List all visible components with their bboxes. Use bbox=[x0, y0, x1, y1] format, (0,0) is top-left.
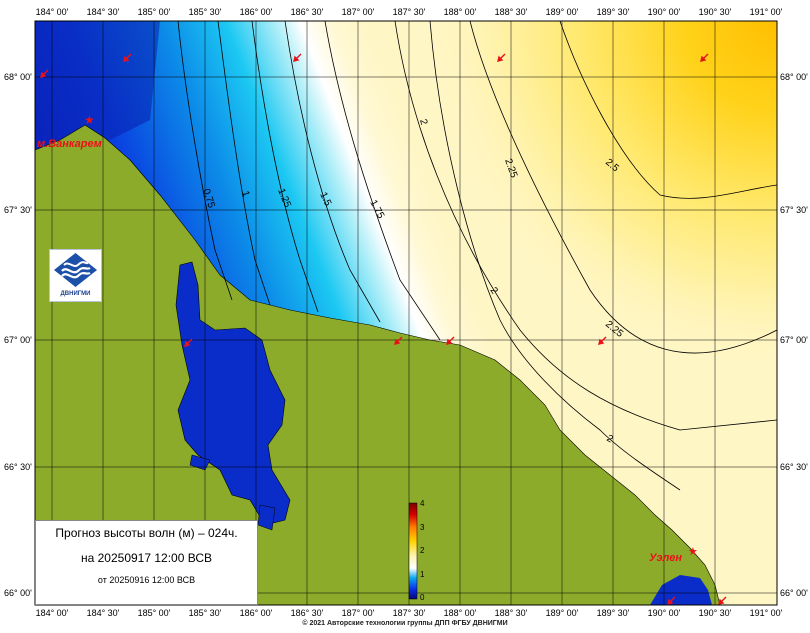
place-vankarem: ★ м.Ванкарем bbox=[37, 113, 102, 150]
svg-text:186° 30': 186° 30' bbox=[291, 7, 324, 17]
place-label: Уэлен bbox=[649, 552, 682, 564]
arrow-icon bbox=[446, 336, 455, 345]
svg-text:190° 30': 190° 30' bbox=[699, 608, 732, 618]
wave-emblem-icon bbox=[51, 251, 100, 289]
place-uelen: ★ Уэлен bbox=[649, 546, 698, 564]
lon-labels-bottom: 184° 00' 184° 30' 185° 00' 185° 30' 186°… bbox=[36, 608, 783, 618]
color-scale-label: 4 bbox=[420, 499, 425, 508]
svg-text:185° 30': 185° 30' bbox=[189, 608, 222, 618]
arrow-icon bbox=[184, 338, 193, 347]
color-scale-label: 3 bbox=[420, 523, 425, 532]
copyright-footer: © 2021 Авторские технологии группы ДПП Ф… bbox=[302, 620, 508, 627]
svg-text:66° 00': 66° 00' bbox=[4, 588, 32, 598]
small-lake bbox=[257, 504, 276, 531]
arrow-icon bbox=[700, 53, 709, 62]
svg-text:185° 00': 185° 00' bbox=[138, 608, 171, 618]
color-scale-label: 2 bbox=[420, 546, 425, 555]
forecast-title: Прогноз высоты волн (м) – 024ч. bbox=[55, 526, 238, 540]
svg-text:189° 00': 189° 00' bbox=[546, 7, 579, 17]
svg-text:66° 00': 66° 00' bbox=[780, 588, 808, 598]
color-scale-label: 1 bbox=[420, 570, 425, 579]
svg-text:187° 30': 187° 30' bbox=[393, 7, 426, 17]
place-label: м.Ванкарем bbox=[37, 138, 102, 150]
svg-text:190° 00': 190° 00' bbox=[648, 7, 681, 17]
land-area bbox=[35, 124, 721, 605]
svg-text:68° 00': 68° 00' bbox=[4, 72, 32, 82]
svg-text:189° 30': 189° 30' bbox=[597, 608, 630, 618]
svg-text:184° 30': 184° 30' bbox=[87, 7, 120, 17]
isoline-label: 1.5 bbox=[317, 191, 333, 209]
svg-text:189° 00': 189° 00' bbox=[546, 608, 579, 618]
forecast-legend-box: Прогноз высоты волн (м) – 024ч. на 20250… bbox=[35, 520, 258, 605]
svg-text:185° 30': 185° 30' bbox=[189, 7, 222, 17]
isoline-label: 2 bbox=[417, 118, 429, 127]
svg-text:188° 30': 188° 30' bbox=[495, 608, 528, 618]
arrow-icon bbox=[598, 336, 607, 345]
arrow-icon bbox=[293, 53, 302, 62]
svg-text:187° 00': 187° 00' bbox=[342, 608, 375, 618]
valid-time: на 20250917 12:00 ВСВ bbox=[81, 551, 212, 565]
arrow-icon bbox=[497, 53, 506, 62]
svg-text:66° 30': 66° 30' bbox=[4, 462, 32, 472]
svg-text:185° 00': 185° 00' bbox=[138, 7, 171, 17]
lon-labels-top: 184° 00' 184° 30' 185° 00' 185° 30' 186°… bbox=[36, 7, 783, 17]
lat-labels-right: 68° 00' 67° 30' 67° 00' 66° 30' 66° 00' bbox=[780, 72, 808, 598]
svg-text:190° 00': 190° 00' bbox=[648, 608, 681, 618]
svg-text:67° 00': 67° 00' bbox=[4, 335, 32, 345]
lat-labels-left: 68° 00' 67° 30' 67° 00' 66° 30' 66° 00' bbox=[4, 72, 32, 598]
isoline-label: 2 bbox=[488, 285, 500, 296]
svg-text:188° 00': 188° 00' bbox=[444, 7, 477, 17]
svg-text:187° 30': 187° 30' bbox=[393, 608, 426, 618]
svg-text:189° 30': 189° 30' bbox=[597, 7, 630, 17]
arrow-icon bbox=[40, 69, 49, 78]
svg-text:186° 00': 186° 00' bbox=[240, 608, 273, 618]
svg-text:184° 30': 184° 30' bbox=[87, 608, 120, 618]
svg-text:187° 00': 187° 00' bbox=[342, 7, 375, 17]
svg-text:184° 00': 184° 00' bbox=[36, 608, 69, 618]
svg-text:188° 30': 188° 30' bbox=[495, 7, 528, 17]
svg-text:67° 30': 67° 30' bbox=[780, 205, 808, 215]
svg-text:68° 00': 68° 00' bbox=[780, 72, 808, 82]
svg-text:186° 00': 186° 00' bbox=[240, 7, 273, 17]
issued-time: от 20250916 12:00 ВСВ bbox=[97, 575, 196, 585]
logo-text: ДВНИГМИ bbox=[60, 291, 91, 297]
isoline-label: 2 bbox=[605, 433, 616, 446]
svg-text:191° 00': 191° 00' bbox=[750, 608, 783, 618]
svg-text:186° 30': 186° 30' bbox=[291, 608, 324, 618]
arrow-icon bbox=[667, 596, 676, 605]
dvnigmi-logo: ДВНИГМИ bbox=[49, 249, 102, 302]
color-scale-label: 0 bbox=[420, 593, 425, 602]
svg-text:191° 00': 191° 00' bbox=[750, 7, 783, 17]
map-frame bbox=[34, 20, 778, 606]
sea-corner-blue bbox=[650, 575, 712, 605]
svg-text:67° 30': 67° 30' bbox=[4, 205, 32, 215]
arrow-icon bbox=[718, 596, 727, 605]
svg-text:67° 00': 67° 00' bbox=[780, 335, 808, 345]
arrow-icon bbox=[394, 336, 403, 345]
svg-text:66° 30': 66° 30' bbox=[780, 462, 808, 472]
star-icon: ★ bbox=[688, 546, 698, 558]
star-icon: ★ bbox=[84, 113, 95, 127]
isolines bbox=[177, 21, 777, 491]
color-scale: 4 3 2 1 0 bbox=[408, 499, 425, 602]
arrow-icon bbox=[123, 53, 132, 62]
color-scale-bar bbox=[408, 502, 418, 600]
sea-corner-light bbox=[712, 545, 777, 605]
svg-text:188° 00': 188° 00' bbox=[444, 608, 477, 618]
deep-blue-zone bbox=[35, 21, 160, 150]
isoline-label: 1 bbox=[239, 190, 251, 199]
wave-direction-arrows bbox=[40, 53, 727, 605]
svg-text:184° 00': 184° 00' bbox=[36, 7, 69, 17]
svg-text:190° 30': 190° 30' bbox=[699, 7, 732, 17]
